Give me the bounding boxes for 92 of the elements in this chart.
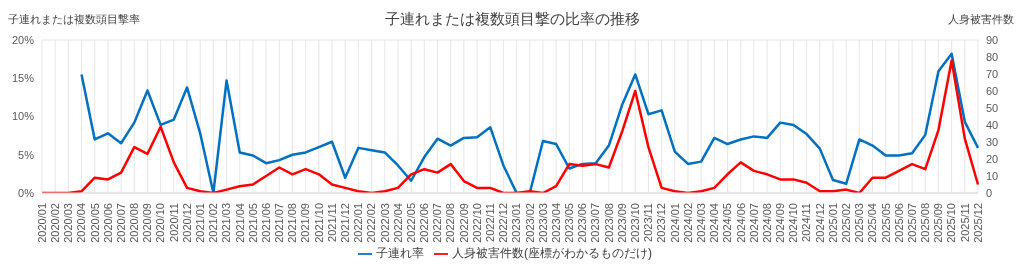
x-tick-label: 2024/10 — [787, 203, 800, 243]
x-tick-label: 2023/03 — [536, 203, 549, 243]
x-tick-label: 2021/05 — [246, 203, 259, 243]
x-tick-label: 2025/01 — [826, 203, 839, 243]
x-tick-label: 2024/02 — [681, 203, 694, 243]
x-tick-label: 2023/10 — [629, 203, 642, 243]
x-tick-label: 2020/02 — [48, 203, 61, 243]
y2-tick-label: 30 — [986, 135, 999, 148]
y-axis-title: 子連れまたは複数頭目撃率 — [8, 12, 140, 27]
x-tick-label: 2020/04 — [75, 203, 88, 243]
legend-label: 人身被害件数(座標がわかるものだけ) — [452, 246, 652, 260]
x-tick-label: 2025/02 — [839, 203, 852, 243]
x-tick-label: 2022/06 — [418, 203, 431, 243]
x-tick-label: 2022/03 — [378, 203, 391, 243]
x-tick-label: 2022/02 — [365, 203, 378, 243]
x-tick-label: 2023/06 — [576, 203, 589, 243]
x-tick-label: 2023/09 — [615, 203, 628, 243]
y2-tick-label: 50 — [986, 101, 999, 114]
x-tick-label: 2021/11 — [325, 203, 338, 242]
x-tick-label: 2020/06 — [101, 203, 114, 243]
x-tick-label: 2023/08 — [602, 203, 615, 243]
x-tick-label: 2020/05 — [88, 203, 101, 243]
x-tick-label: 2024/11 — [800, 203, 813, 242]
chart-title: 子連れまたは複数頭目撃の比率の推移 — [384, 10, 640, 27]
x-tick-label: 2020/07 — [114, 203, 127, 243]
x-tick-label: 2023/02 — [523, 203, 536, 243]
x-tick-label: 2020/03 — [62, 203, 75, 243]
x-tick-label: 2025/12 — [971, 203, 984, 243]
x-tick-label: 2025/09 — [932, 203, 945, 243]
x-tick-label: 2024/06 — [734, 203, 747, 243]
x-tick-label: 2021/03 — [220, 203, 233, 243]
x-tick-label: 2021/09 — [299, 203, 312, 243]
x-tick-label: 2025/07 — [905, 203, 918, 243]
x-tick-label: 2025/04 — [866, 203, 879, 243]
x-tick-label: 2022/11 — [484, 203, 497, 242]
x-tick-label: 2024/09 — [774, 203, 787, 243]
x-tick-label: 2022/04 — [391, 203, 404, 243]
x-tick-label: 2023/07 — [589, 203, 602, 243]
x-tick-label: 2025/05 — [879, 203, 892, 243]
x-tick-label: 2022/01 — [352, 203, 365, 243]
y-tick-label: 10% — [11, 110, 35, 123]
x-tick-label: 2021/12 — [339, 203, 352, 243]
y2-tick-label: 10 — [986, 169, 999, 182]
x-tick-label: 2024/01 — [668, 203, 681, 243]
y-tick-label: 0% — [18, 186, 35, 199]
x-tick-label: 2021/10 — [312, 203, 325, 243]
x-tick-label: 2025/10 — [945, 203, 958, 243]
x-tick-label: 2022/08 — [444, 203, 457, 243]
x-tick-label: 2022/10 — [470, 203, 483, 243]
y2-tick-label: 20 — [986, 152, 999, 165]
x-tick-label: 2021/08 — [286, 203, 299, 243]
x-tick-label: 2023/12 — [655, 203, 668, 243]
x-tick-label: 2025/06 — [892, 203, 905, 243]
y2-tick-label: 90 — [986, 33, 999, 46]
x-tick-label: 2022/12 — [497, 203, 510, 243]
x-tick-label: 2024/12 — [813, 203, 826, 243]
y2-tick-label: 0 — [986, 186, 993, 199]
y2-tick-label: 70 — [986, 67, 999, 80]
y2-tick-label: 80 — [986, 50, 999, 63]
x-tick-label: 2024/08 — [760, 203, 773, 243]
x-tick-label: 2021/02 — [207, 203, 220, 243]
x-tick-label: 2023/11 — [642, 203, 655, 242]
x-tick-label: 2025/11 — [958, 203, 971, 242]
y-tick-label: 15% — [11, 72, 35, 85]
y2-axis-title: 人身被害件数 — [948, 12, 1014, 27]
y-tick-label: 5% — [18, 148, 35, 161]
x-tick-label: 2021/01 — [194, 203, 207, 243]
y-tick-label: 20% — [11, 33, 35, 46]
x-tick-label: 2025/03 — [853, 203, 866, 243]
y2-tick-label: 60 — [986, 84, 999, 97]
x-tick-label: 2022/05 — [404, 203, 417, 243]
x-tick-label: 2020/12 — [180, 203, 193, 243]
x-tick-label: 2024/05 — [721, 203, 734, 243]
x-tick-label: 2020/11 — [167, 203, 180, 242]
x-tick-label: 2023/04 — [549, 203, 562, 243]
x-tick-label: 2024/04 — [708, 203, 721, 243]
x-tick-label: 2021/04 — [233, 203, 246, 243]
x-tick-label: 2024/07 — [747, 203, 760, 243]
x-tick-label: 2022/09 — [457, 203, 470, 243]
y2-tick-label: 40 — [986, 118, 999, 131]
x-tick-label: 2021/06 — [259, 203, 272, 243]
x-tick-label: 2020/08 — [128, 203, 141, 243]
x-tick-label: 2021/07 — [273, 203, 286, 243]
x-tick-label: 2020/01 — [35, 203, 48, 243]
legend-label: 子連れ率 — [376, 246, 424, 260]
x-tick-label: 2020/10 — [154, 203, 167, 243]
x-tick-label: 2022/07 — [431, 203, 444, 243]
x-tick-label: 2023/01 — [510, 203, 523, 243]
x-tick-label: 2024/03 — [694, 203, 707, 243]
x-tick-label: 2023/05 — [563, 203, 576, 243]
x-tick-label: 2025/08 — [919, 203, 932, 243]
x-tick-label: 2020/09 — [141, 203, 154, 243]
